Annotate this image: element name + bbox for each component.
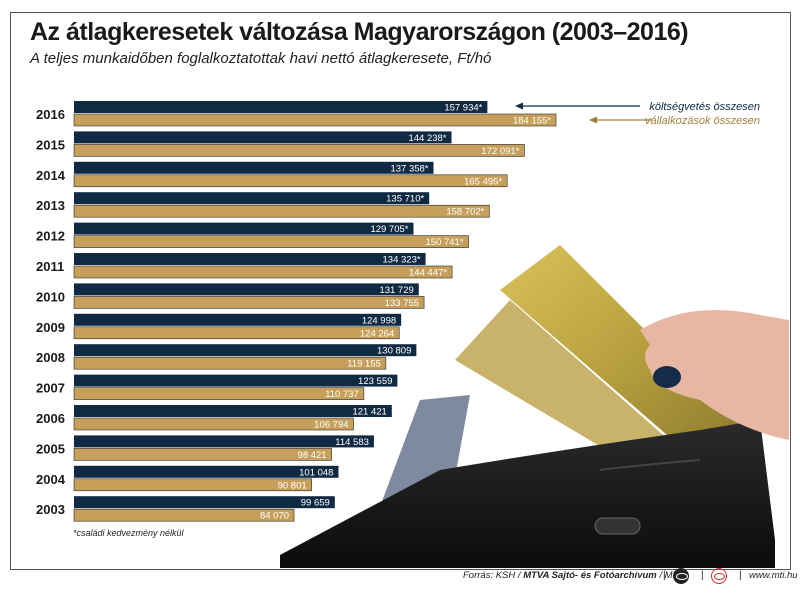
bar-koltsegvetes — [74, 344, 417, 357]
legend-arrowhead — [589, 116, 597, 124]
bar-value-label: 137 358* — [390, 163, 428, 174]
year-label: 2012 — [36, 229, 65, 244]
year-label: 2010 — [36, 289, 65, 304]
bar-koltsegvetes — [74, 496, 335, 509]
year-label: 2009 — [36, 320, 65, 335]
chart-subtitle: A teljes munkaidőben foglalkoztatottak h… — [30, 50, 492, 67]
bar-vallalkozasok — [73, 235, 469, 248]
website-link[interactable]: www.mti.hu — [749, 570, 798, 581]
banknote-gold — [500, 245, 745, 455]
bar-value-label: 165 495* — [464, 176, 502, 187]
bar-value-label: 121 421 — [352, 407, 386, 418]
bar-koltsegvetes — [74, 101, 488, 113]
wallet — [280, 420, 775, 568]
bar-vallalkozasok — [73, 448, 332, 461]
separator: | — [701, 570, 704, 581]
bar-value-label: 134 323* — [383, 255, 421, 266]
bar-vallalkozasok — [73, 144, 525, 157]
bar-vallalkozasok — [73, 113, 557, 127]
bar-vallalkozasok — [73, 478, 312, 492]
year-label: 2013 — [36, 198, 65, 213]
chart-title: Az átlagkeresetek változása Magyarország… — [30, 18, 689, 46]
bar-value-label: 84 070 — [260, 511, 289, 522]
legend-label-vallalkozasok: vállalkozások összesen — [645, 115, 760, 127]
source-bold: MTVA Sajtó- és Fotóarchívum — [523, 570, 657, 581]
bar-value-label: 101 048 — [299, 467, 333, 478]
source-credit: Forrás: KSH / MTVA Sajtó- és Fotóarchívu… — [463, 570, 681, 581]
banknote-gold-2 — [455, 300, 680, 470]
bar-value-label: 133 755 — [385, 298, 419, 309]
bar-value-label: 129 705* — [370, 224, 408, 235]
bar-value-label: 150 741* — [425, 237, 463, 248]
bar-koltsegvetes — [74, 131, 452, 144]
bar-value-label: 98 421 — [298, 450, 327, 461]
year-label: 2015 — [36, 137, 65, 152]
source-prefix: Forrás: KSH / — [463, 570, 524, 581]
bar-vallalkozasok — [73, 356, 387, 370]
bar-value-label: 123 559 — [358, 376, 392, 387]
separator: | — [663, 570, 666, 581]
bar-vallalkozasok — [73, 204, 490, 218]
bars-group: 2016 157 934* 184 155* 2015 144 238* 172 091*… — [36, 101, 557, 522]
bar-value-label: 135 710* — [386, 194, 424, 205]
wallet-illustration — [280, 245, 789, 568]
separator: | — [739, 570, 742, 581]
bar-value-label: 110 737 — [325, 389, 359, 400]
year-label: 2004 — [36, 472, 66, 487]
bar-value-label: 106 794 — [314, 420, 348, 431]
hand — [640, 310, 789, 440]
source-suffix: / MTI — [656, 570, 682, 581]
year-label: 2008 — [36, 350, 65, 365]
year-label: 2014 — [36, 168, 66, 183]
bar-vallalkozasok — [73, 296, 425, 309]
bar-vallalkozasok — [73, 174, 508, 188]
bar-value-label: 124 998 — [362, 315, 396, 326]
bar-value-label: 99 659 — [301, 498, 330, 509]
mti-logo-icon — [711, 568, 727, 584]
year-label: 2016 — [36, 107, 65, 122]
bar-value-label: 144 238* — [408, 133, 446, 144]
bar-value-label: 124 264 — [360, 328, 394, 339]
year-label: 2005 — [36, 441, 65, 456]
bar-koltsegvetes — [74, 465, 339, 478]
year-label: 2003 — [36, 502, 65, 517]
bar-koltsegvetes — [74, 192, 430, 205]
bar-value-label: 130 809 — [377, 346, 411, 357]
bar-koltsegvetes — [74, 222, 414, 235]
fingernail — [653, 366, 681, 388]
bar-value-label: 90 801 — [278, 480, 307, 491]
bar-value-label: 157 934* — [444, 103, 482, 114]
bar-koltsegvetes — [74, 374, 398, 387]
bar-koltsegvetes — [74, 435, 374, 448]
bar-vallalkozasok — [73, 508, 295, 522]
bar-vallalkozasok — [73, 265, 453, 279]
wallet-clasp — [594, 517, 641, 535]
legend-arrowhead — [515, 102, 523, 110]
bar-koltsegvetes — [74, 253, 426, 265]
bar-value-label: 114 583 — [335, 437, 369, 448]
mtva-logo-icon — [673, 568, 689, 584]
bar-vallalkozasok — [73, 326, 400, 340]
bar-value-label: 158 702* — [446, 207, 484, 218]
bar-value-label: 172 091* — [481, 146, 519, 157]
bar-vallalkozasok — [73, 387, 365, 400]
bar-koltsegvetes — [74, 313, 402, 326]
wallet-stitch — [599, 459, 701, 471]
bar-value-label: 184 155* — [513, 116, 551, 127]
year-label: 2007 — [36, 381, 65, 396]
year-label: 2011 — [36, 259, 64, 274]
bar-vallalkozasok — [73, 417, 354, 431]
bar-koltsegvetes — [74, 283, 419, 296]
legend: költségvetés összesen vállalkozások össze… — [515, 101, 760, 127]
bar-koltsegvetes — [74, 161, 434, 174]
bar-value-label: 144 447* — [409, 268, 447, 279]
bar-koltsegvetes — [74, 405, 392, 417]
footnote: *családi kedvezmény nélkül — [73, 528, 184, 538]
bar-value-label: 119 155 — [347, 359, 381, 370]
year-label: 2006 — [36, 411, 65, 426]
legend-label-koltsegvetes: költségvetés összesen — [649, 101, 760, 113]
bar-value-label: 131 729 — [379, 285, 413, 296]
